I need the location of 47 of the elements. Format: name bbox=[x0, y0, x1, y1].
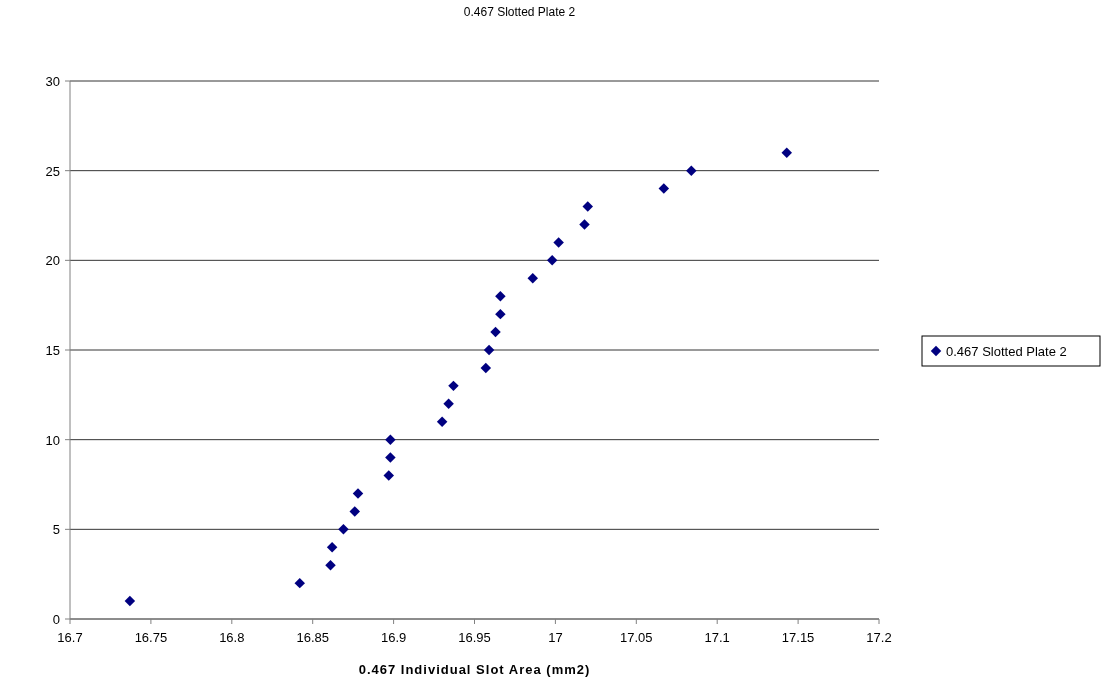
point bbox=[658, 183, 670, 194]
y-tick-label: 20 bbox=[45, 253, 60, 269]
point bbox=[385, 452, 396, 463]
point bbox=[495, 290, 506, 302]
point bbox=[781, 147, 793, 158]
y-tick-label: 25 bbox=[45, 163, 60, 179]
point bbox=[294, 577, 305, 589]
x-tick-label: 16.95 bbox=[458, 630, 491, 645]
point bbox=[686, 165, 697, 176]
point bbox=[325, 559, 336, 571]
x-tick-label: 16.85 bbox=[296, 630, 329, 645]
point bbox=[352, 488, 364, 499]
point bbox=[527, 273, 538, 284]
y-tick-label: 0 bbox=[52, 612, 60, 627]
point bbox=[443, 398, 454, 410]
x-tick-label: 17.15 bbox=[781, 630, 815, 645]
y-tick-label: 15 bbox=[45, 343, 60, 358]
point bbox=[448, 380, 459, 392]
x-axis-title: 0.467 Individual Slot Area (mm2) bbox=[358, 662, 591, 677]
point bbox=[124, 595, 136, 607]
point bbox=[483, 344, 495, 356]
x-tick-label: 16.8 bbox=[219, 630, 245, 645]
x-tick-label: 16.75 bbox=[134, 630, 168, 645]
x-tick-label: 16.7 bbox=[57, 630, 83, 645]
point bbox=[480, 362, 492, 374]
x-tick-label: 17.2 bbox=[866, 630, 892, 645]
x-tick-label: 17.05 bbox=[620, 630, 653, 645]
legend-label: 0.467 Slotted Plate 2 bbox=[946, 344, 1067, 359]
point bbox=[553, 237, 564, 248]
point bbox=[383, 470, 394, 481]
x-tick-label: 17.1 bbox=[704, 630, 730, 645]
y-tick-label: 10 bbox=[45, 432, 60, 448]
point bbox=[582, 201, 593, 212]
point bbox=[546, 255, 558, 266]
point bbox=[490, 326, 501, 338]
point bbox=[326, 542, 338, 553]
y-tick-label: 5 bbox=[52, 522, 60, 538]
point bbox=[385, 434, 396, 445]
point bbox=[349, 506, 361, 517]
x-tick-label: 17 bbox=[548, 630, 563, 645]
y-tick-label: 30 bbox=[45, 74, 60, 89]
point bbox=[579, 219, 590, 230]
point bbox=[338, 524, 349, 535]
chart-title: 0.467 Slotted Plate 2 bbox=[463, 5, 576, 19]
x-tick-label: 16.9 bbox=[380, 630, 407, 645]
point bbox=[495, 308, 506, 320]
point bbox=[436, 416, 448, 427]
